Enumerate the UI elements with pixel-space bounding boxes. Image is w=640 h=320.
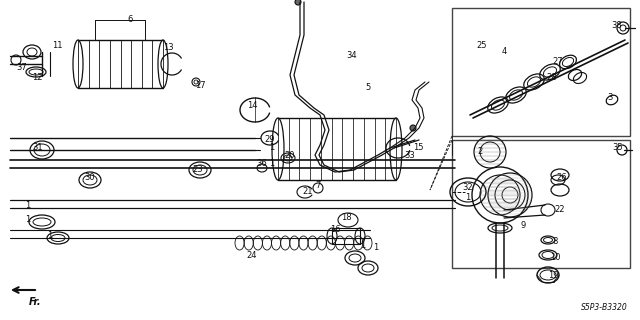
Text: S5P3-B3320: S5P3-B3320	[581, 303, 628, 312]
Text: 15: 15	[413, 143, 423, 153]
Text: 1: 1	[269, 158, 275, 167]
Text: 1: 1	[269, 143, 275, 153]
Bar	[452, 8, 630, 136]
Text: 24: 24	[247, 251, 257, 260]
Text: 27: 27	[553, 58, 563, 67]
Text: 7: 7	[316, 180, 321, 189]
Circle shape	[295, 0, 301, 5]
Text: 10: 10	[550, 253, 560, 262]
Text: 23: 23	[193, 165, 204, 174]
Text: 22: 22	[555, 205, 565, 214]
Text: 1: 1	[47, 230, 52, 239]
Text: 6: 6	[127, 15, 132, 25]
Circle shape	[410, 125, 416, 131]
Text: 1: 1	[26, 201, 31, 210]
Text: 31: 31	[33, 143, 44, 153]
Text: 18: 18	[340, 213, 351, 222]
Text: 32: 32	[463, 183, 474, 193]
Text: 36: 36	[257, 158, 268, 167]
Text: 9: 9	[520, 220, 525, 229]
Text: 29: 29	[265, 135, 275, 145]
Text: 25: 25	[477, 41, 487, 50]
Text: 11: 11	[52, 41, 62, 50]
Text: 19: 19	[548, 270, 558, 279]
Text: 1: 1	[465, 194, 470, 203]
Text: 38: 38	[612, 20, 622, 29]
Text: 12: 12	[32, 74, 42, 83]
Bar	[452, 140, 630, 268]
Text: 1: 1	[360, 241, 365, 250]
Text: 21: 21	[303, 188, 313, 196]
Text: 4: 4	[501, 47, 507, 57]
Text: 28: 28	[547, 74, 557, 83]
Text: 13: 13	[163, 44, 173, 52]
Text: 20: 20	[285, 150, 295, 159]
Text: 26: 26	[557, 173, 567, 182]
Text: 30: 30	[84, 173, 95, 182]
Text: 14: 14	[247, 100, 257, 109]
Text: Fr.: Fr.	[29, 297, 42, 307]
Text: 34: 34	[347, 51, 357, 60]
Text: 37: 37	[17, 63, 28, 73]
Text: 1: 1	[26, 215, 31, 225]
Text: 33: 33	[404, 150, 415, 159]
Text: 3: 3	[607, 93, 612, 102]
Text: 17: 17	[195, 81, 205, 90]
Text: 16: 16	[330, 226, 340, 235]
Bar	[332, 228, 360, 244]
Text: 8: 8	[552, 237, 557, 246]
Text: 5: 5	[365, 84, 371, 92]
Text: 1: 1	[373, 244, 379, 252]
Text: 35: 35	[612, 143, 623, 153]
Text: 2: 2	[477, 148, 483, 156]
